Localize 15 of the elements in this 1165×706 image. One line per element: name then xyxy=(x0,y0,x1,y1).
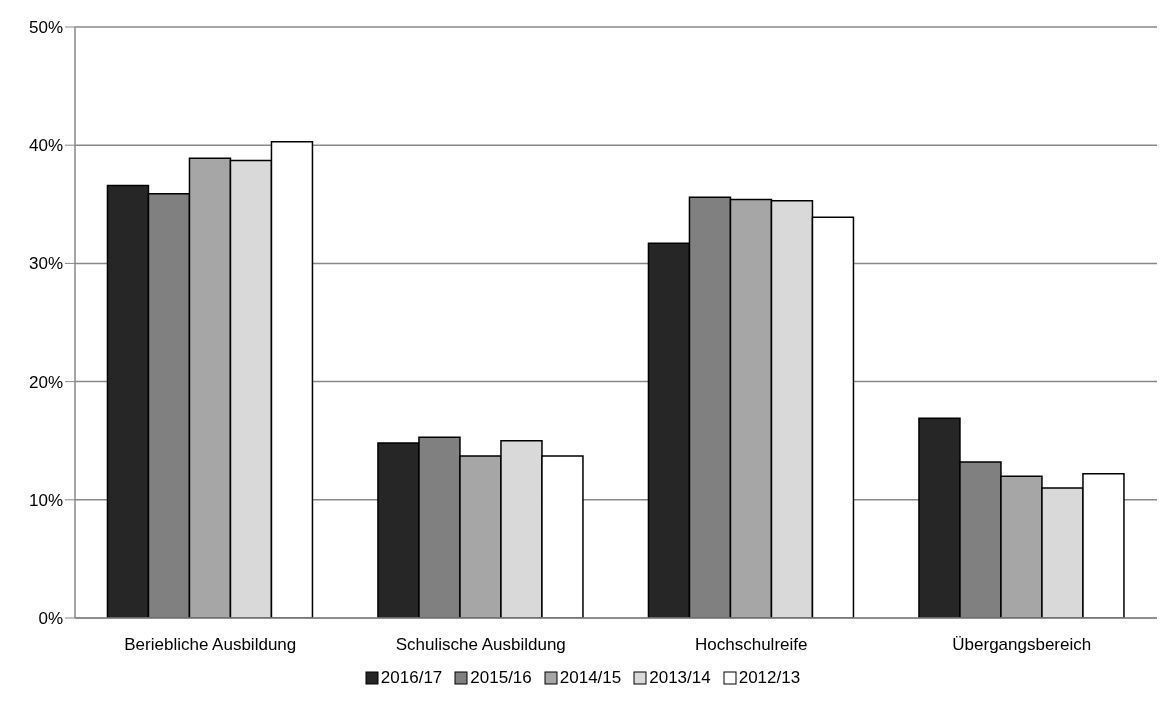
legend-label: 2012/13 xyxy=(738,668,801,688)
x-tick-label: Übergangsbereich xyxy=(952,635,1092,655)
y-tick-label: 50% xyxy=(28,18,63,38)
y-tick-label: 20% xyxy=(28,372,63,392)
x-tick-label: Schulische Ausbildung xyxy=(395,635,566,655)
legend-label: 2015/16 xyxy=(470,668,532,688)
y-tick-label: 0% xyxy=(38,609,63,629)
legend-label: 2016/17 xyxy=(380,668,443,688)
y-tick-label: 10% xyxy=(28,490,63,510)
legend-label: 2014/15 xyxy=(559,668,622,688)
legend-label: 2013/14 xyxy=(649,668,711,688)
x-tick-label: Hochschulreife xyxy=(695,635,808,655)
x-tick-label: Beriebliche Ausbildung xyxy=(124,635,297,655)
y-tick-label: 30% xyxy=(28,254,63,274)
y-tick-label: 40% xyxy=(28,136,63,156)
